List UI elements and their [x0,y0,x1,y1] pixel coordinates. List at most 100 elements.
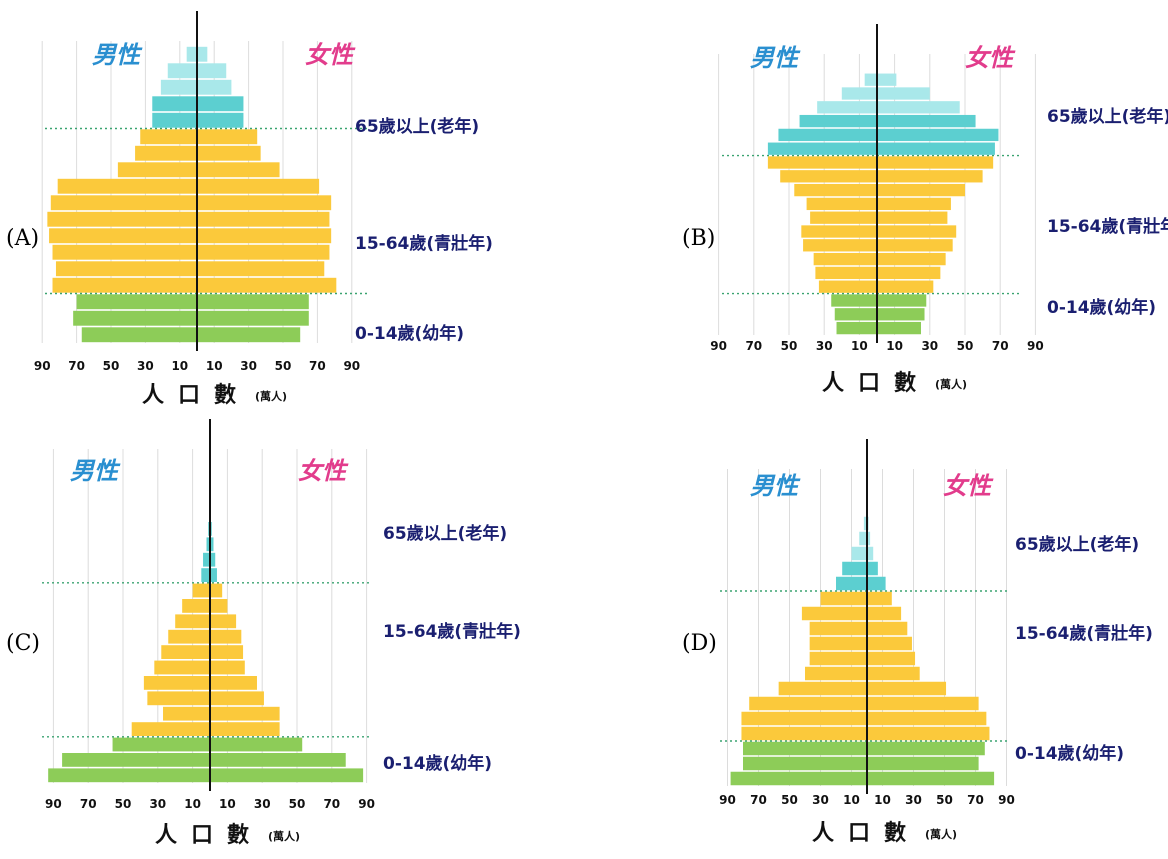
bar-female-10 [197,162,280,178]
bar-female-16 [867,531,871,546]
bar-female-6 [197,228,332,244]
bar-female-13 [197,112,244,128]
tick-label-9: 90 [343,359,360,373]
bar-female-18 [877,73,897,86]
bar-male-9 [806,197,877,211]
age-group-label-1: 15-64歲(青壯年) [383,621,521,642]
male-label: 男性 [750,471,801,500]
bar-male-9 [57,178,198,194]
bar-male-2 [831,294,877,307]
bar-male-14 [152,96,197,112]
age-group-label-2: 0-14歲(幼年) [383,753,492,774]
bar-male-13 [201,568,210,582]
bar-female-13 [210,568,217,582]
tick-label-7: 50 [957,339,974,353]
bar-female-5 [867,696,979,711]
bar-male-16 [167,63,197,79]
bar-male-4 [163,706,210,721]
bar-female-8 [877,211,948,224]
axis-unit: (萬人) [268,829,300,843]
bar-female-1 [197,310,309,326]
bar-male-4 [55,261,198,277]
female-label: 女性 [965,43,1016,72]
tick-label-1: 70 [750,793,767,807]
bar-male-4 [741,711,867,726]
bar-male-11 [801,606,867,621]
tick-label-3: 30 [816,339,833,353]
option-label-d: (D) [682,631,717,656]
age-group-label-1: 15-64歲(青壯年) [1047,216,1168,237]
axis-title: 人口數 [142,383,250,408]
bar-male-14 [842,561,867,576]
bar-female-4 [867,711,987,726]
bar-male-10 [175,614,210,629]
bar-female-14 [877,128,999,142]
bar-female-3 [197,277,337,293]
bar-male-9 [809,636,867,651]
bar-female-0 [197,327,301,343]
axis-unit: (萬人) [255,389,287,403]
tick-label-7: 50 [936,793,953,807]
tick-label-5: 10 [874,793,891,807]
bar-male-10 [794,183,877,197]
bar-male-8 [50,195,197,211]
bar-female-10 [877,183,965,197]
axis-unit: (萬人) [925,827,957,841]
pyramid-chart-a: 男性 女性 65歲以上(老年) 15-64歲(青壯年) 0-14歲(幼年) 90 70 50 3… [34,11,493,408]
bar-male-9 [168,629,210,644]
bar-female-9 [877,197,951,211]
bar-female-5 [210,691,264,706]
female-label: 女性 [943,471,994,500]
tick-label-1: 70 [68,359,85,373]
age-group-label-0: 65歲以上(老年) [383,523,507,544]
bar-male-12 [820,591,867,606]
age-group-label-0: 65歲以上(老年) [1047,106,1168,127]
bar-male-10 [809,621,867,636]
option-label-b: (B) [682,226,716,251]
bar-male-5 [147,691,210,706]
bar-male-12 [140,129,197,145]
tick-label-2: 50 [115,797,132,811]
bar-male-1 [743,756,867,771]
axis-unit: (萬人) [935,377,967,391]
bar-female-11 [877,170,983,183]
tick-label-4: 10 [171,359,188,373]
bar-male-10 [117,162,197,178]
tick-label-4: 10 [184,797,201,811]
bar-male-7 [805,666,867,681]
bar-male-6 [778,681,867,696]
bar-female-14 [197,96,244,112]
bar-female-17 [877,87,930,100]
tick-label-3: 30 [137,359,154,373]
axis-title: 人口數 [155,823,263,848]
bar-female-7 [210,660,245,675]
bar-female-15 [210,537,214,552]
tick-label-5: 10 [886,339,903,353]
tick-label-5: 10 [219,797,236,811]
bar-female-15 [877,114,976,128]
bar-male-3 [52,277,197,293]
bar-female-3 [877,280,934,293]
bar-female-5 [877,252,946,266]
bar-male-3 [131,722,210,736]
bar-female-12 [877,156,994,169]
tick-label-6: 30 [921,339,938,353]
bar-male-16 [859,531,867,546]
bar-male-1 [62,753,210,767]
bar-female-10 [210,614,237,629]
bar-male-12 [192,583,210,598]
bar-female-10 [867,621,908,636]
bar-female-4 [210,706,280,721]
bar-female-9 [210,629,242,644]
bar-female-4 [197,261,325,277]
tick-label-9: 90 [1027,339,1044,353]
bar-female-7 [867,666,920,681]
bar-female-0 [210,768,364,783]
bar-male-15 [799,114,877,128]
tick-label-0: 90 [45,797,62,811]
bar-male-18 [864,73,877,86]
male-label: 男性 [92,40,143,69]
bar-female-12 [197,129,258,145]
bar-female-12 [210,583,223,598]
bar-female-2 [197,294,309,310]
